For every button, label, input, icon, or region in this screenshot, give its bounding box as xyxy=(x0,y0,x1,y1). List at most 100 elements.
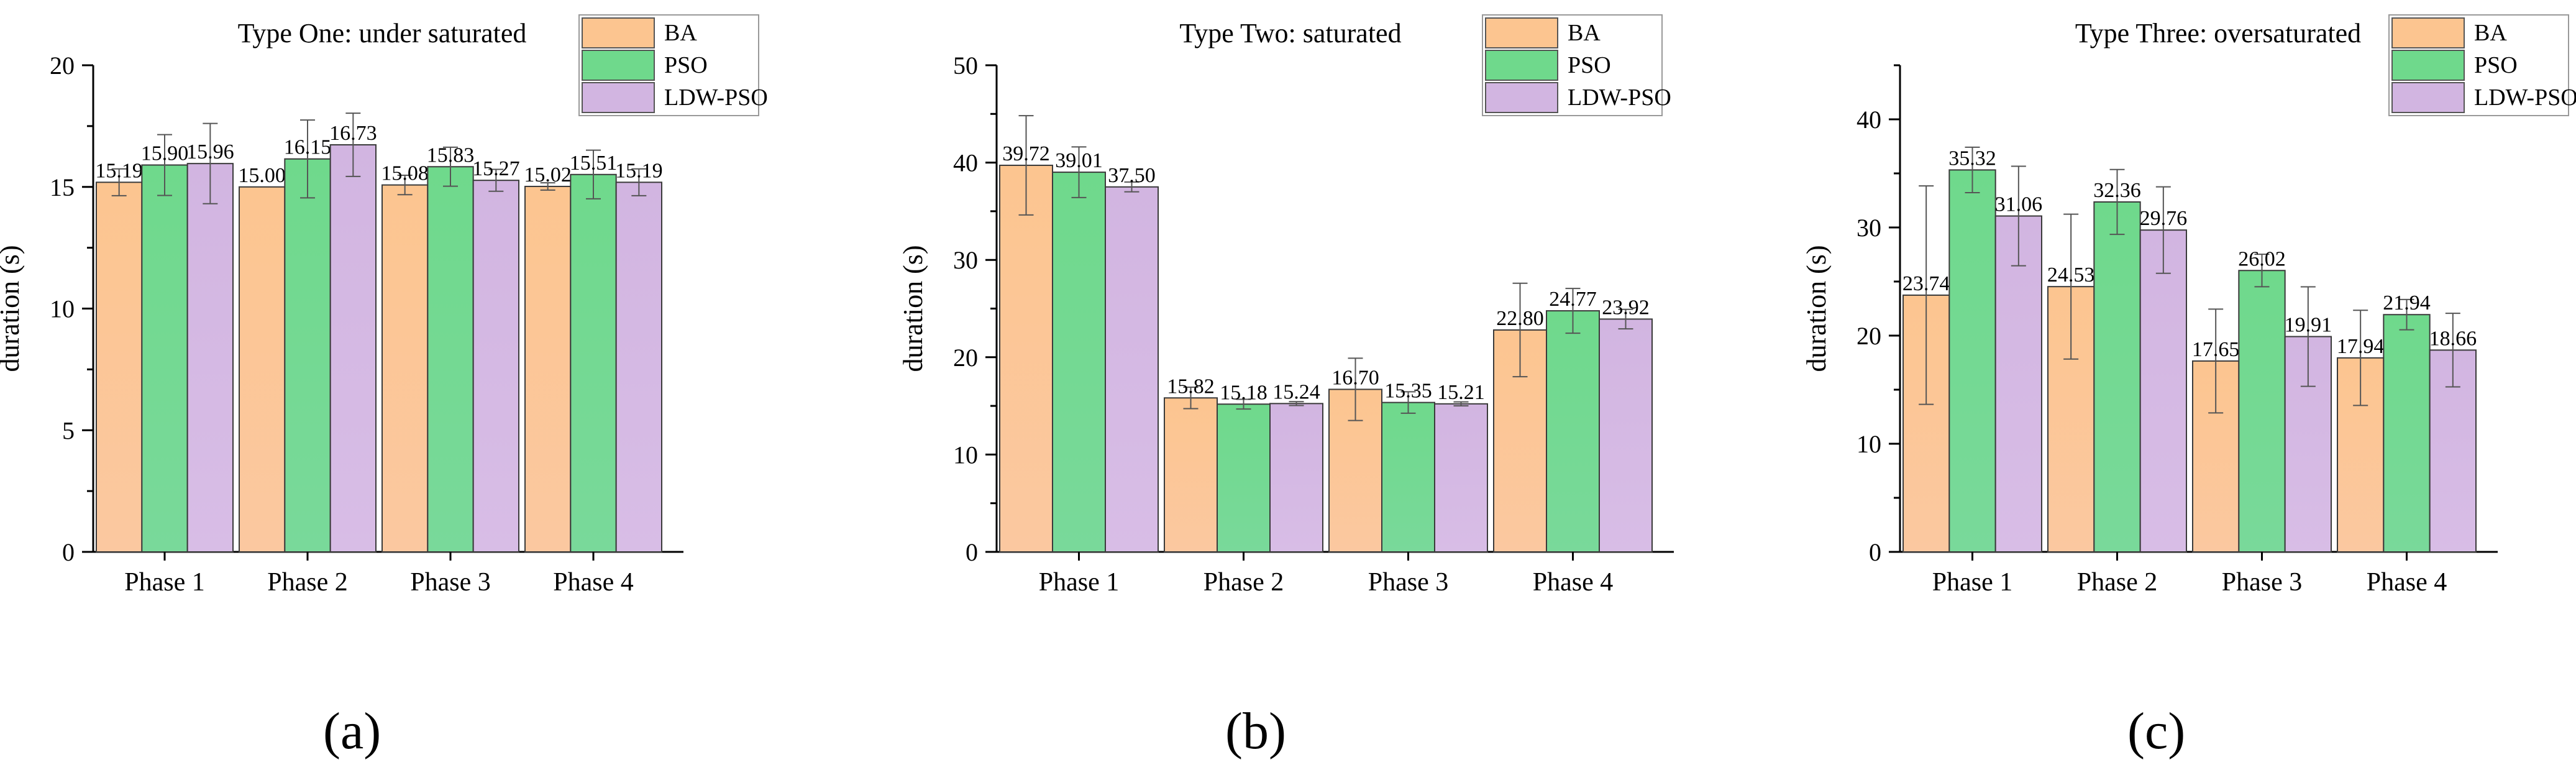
x-tick-label: Phase 1 xyxy=(124,568,205,597)
x-tick-label: Phase 2 xyxy=(2077,568,2158,597)
legend: BA PSO LDW-PSO xyxy=(578,14,768,116)
y-tick-label: 20 xyxy=(953,344,978,372)
data-label: 17.94 xyxy=(2337,335,2385,358)
bar-ba-3 xyxy=(381,184,429,553)
bar-ldw-pso-1 xyxy=(186,163,234,553)
bar-ba-1 xyxy=(96,181,143,553)
data-label: 21.94 xyxy=(2383,291,2431,314)
data-label: 15.35 xyxy=(1384,380,1432,403)
data-label: 39.01 xyxy=(1055,149,1103,172)
legend-swatch-pso xyxy=(2391,50,2465,81)
data-label: 31.06 xyxy=(1995,193,2043,216)
legend-label: LDW-PSO xyxy=(1568,85,1671,111)
data-label: 16.70 xyxy=(1331,366,1379,389)
data-label: 23.92 xyxy=(1602,296,1650,319)
data-label: 22.80 xyxy=(1496,307,1544,330)
legend-label: BA xyxy=(664,20,697,46)
x-tick-label: Phase 4 xyxy=(1533,568,1614,597)
legend: BA PSO LDW-PSO xyxy=(2388,14,2576,116)
data-label: 15.82 xyxy=(1167,375,1215,398)
x-tick-label: Phase 1 xyxy=(1932,568,2013,597)
data-label: 16.15 xyxy=(284,136,332,159)
bar-pso-3 xyxy=(1381,401,1435,553)
bar-ldw-pso-3 xyxy=(472,180,520,553)
panel-label-a: (a) xyxy=(323,702,381,760)
y-tick-label: 20 xyxy=(50,52,75,80)
data-label: 23.74 xyxy=(1902,272,1950,295)
legend-label: BA xyxy=(2474,20,2507,46)
data-label: 24.77 xyxy=(1549,288,1597,311)
bar-pso-4 xyxy=(1546,310,1600,553)
y-tick-label: 0 xyxy=(62,538,75,566)
legend-label: PSO xyxy=(2474,52,2518,78)
y-tick-label: 15 xyxy=(50,173,75,201)
legend-label: LDW-PSO xyxy=(2474,85,2576,111)
bar-pso-2 xyxy=(2093,201,2141,553)
bar-ldw-pso-2 xyxy=(2139,229,2188,553)
y-axis-label: duration (s) xyxy=(1801,245,1832,372)
data-label: 32.36 xyxy=(2093,179,2141,202)
y-axis-label: duration (s) xyxy=(0,245,25,372)
chart-title: Type Three: oversaturated xyxy=(2075,18,2361,48)
bar-pso-3 xyxy=(427,166,474,553)
legend-swatch-ldw-pso xyxy=(582,82,655,113)
x-tick-label: Phase 3 xyxy=(2222,568,2303,597)
bar-pso-1 xyxy=(141,164,188,553)
data-label: 16.73 xyxy=(329,122,377,145)
bar-ba-4 xyxy=(524,185,572,553)
bar-pso-4 xyxy=(2383,314,2431,553)
y-tick-label: 40 xyxy=(953,149,978,177)
data-label: 15.08 xyxy=(381,162,429,185)
legend-swatch-pso xyxy=(582,50,655,81)
bar-pso-2 xyxy=(1217,403,1271,553)
legend-label: PSO xyxy=(1568,52,1611,78)
legend-label: PSO xyxy=(664,52,708,78)
x-tick-label: Phase 3 xyxy=(410,568,491,597)
y-tick-label: 10 xyxy=(50,295,75,323)
bar-ldw-pso-1 xyxy=(1105,186,1159,553)
data-label: 15.96 xyxy=(186,140,234,163)
data-label: 17.65 xyxy=(2192,338,2240,361)
y-tick-label: 0 xyxy=(1869,538,1881,566)
data-label: 15.24 xyxy=(1272,380,1320,403)
y-axis-label: duration (s) xyxy=(898,245,928,372)
y-tick-label: 40 xyxy=(1857,106,1881,134)
legend-swatch-pso xyxy=(1485,50,1558,81)
bar-ba-2 xyxy=(1164,397,1218,553)
bar-pso-1 xyxy=(1052,172,1106,553)
x-tick-label: Phase 2 xyxy=(267,568,348,597)
bar-ldw-pso-2 xyxy=(1269,403,1323,553)
y-tick-label: 10 xyxy=(953,441,978,469)
bar-pso-2 xyxy=(284,158,331,553)
y-tick-label: 0 xyxy=(966,538,978,566)
legend-label: BA xyxy=(1568,20,1601,46)
x-tick-label: Phase 4 xyxy=(553,568,634,597)
x-tick-label: Phase 2 xyxy=(1204,568,1284,597)
y-tick-label: 50 xyxy=(953,52,978,80)
x-tick-label: Phase 1 xyxy=(1039,568,1120,597)
data-label: 29.76 xyxy=(2140,207,2188,230)
bar-ldw-pso-4 xyxy=(1599,318,1653,553)
y-tick-label: 30 xyxy=(953,246,978,274)
x-tick-label: Phase 4 xyxy=(2367,568,2447,597)
chart-panel-3: 0 10 20 30 40 duration (s) 23.74 35.32 31.06 Phas… xyxy=(1801,14,2576,597)
data-label: 15.02 xyxy=(524,163,572,186)
x-tick-label: Phase 3 xyxy=(1368,568,1449,597)
data-label: 15.19 xyxy=(95,159,143,182)
y-tick-label: 5 xyxy=(62,416,75,444)
panel-label-b: (b) xyxy=(1225,702,1286,760)
legend: BA PSO LDW-PSO xyxy=(1482,14,1671,116)
data-label: 35.32 xyxy=(1948,147,1996,170)
legend-swatch-ba xyxy=(582,17,655,48)
data-label: 19.91 xyxy=(2285,314,2332,337)
legend-swatch-ldw-pso xyxy=(2391,82,2465,113)
data-label: 15.21 xyxy=(1437,381,1485,404)
y-tick-label: 30 xyxy=(1857,214,1881,242)
data-label: 15.19 xyxy=(615,159,663,182)
panel-label-c: (c) xyxy=(2127,702,2186,760)
chart-title: Type One: under saturated xyxy=(238,18,527,48)
